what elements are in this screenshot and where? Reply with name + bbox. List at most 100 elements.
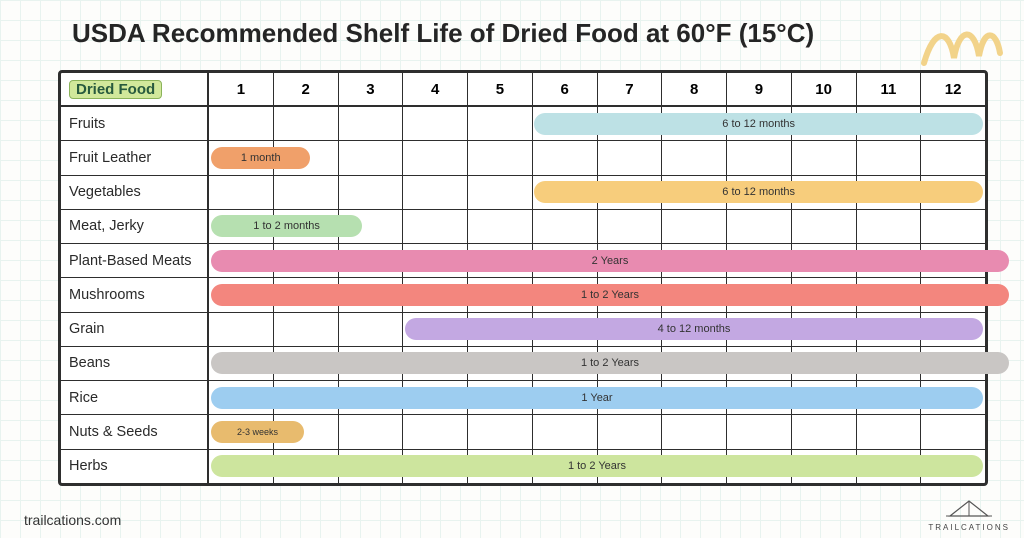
row-label: Mushrooms (61, 278, 209, 311)
cell (274, 313, 339, 346)
cell (403, 141, 468, 174)
month-header-3: 3 (339, 73, 404, 105)
footer-logo: TRAILCATIONS (928, 498, 1010, 532)
cell (921, 210, 985, 243)
month-headers: 123456789101112 (209, 73, 985, 105)
row-cells (209, 141, 985, 174)
shelf-life-bar: 1 to 2 Years (211, 352, 1009, 374)
cell (727, 141, 792, 174)
cell (662, 141, 727, 174)
header-label: Dried Food (69, 80, 162, 99)
month-header-12: 12 (921, 73, 985, 105)
month-header-6: 6 (533, 73, 598, 105)
month-header-1: 1 (209, 73, 274, 105)
row-label: Plant-Based Meats (61, 244, 209, 277)
month-header-4: 4 (403, 73, 468, 105)
tent-icon (946, 498, 992, 518)
cell (533, 141, 598, 174)
cell (662, 415, 727, 448)
cell (857, 210, 922, 243)
cell (921, 141, 985, 174)
footer-url: trailcations.com (24, 512, 121, 528)
shelf-life-chart: Dried Food 123456789101112 Fruits6 to 12… (58, 70, 988, 486)
table-row: Vegetables 6 to 12 months (61, 176, 985, 210)
month-header-10: 10 (792, 73, 857, 105)
shelf-life-bar: 4 to 12 months (405, 318, 983, 340)
table-row: Nuts & Seeds2-3 weeks (61, 415, 985, 449)
row-label: Fruits (61, 107, 209, 140)
cell (468, 141, 533, 174)
cell (468, 210, 533, 243)
row-label: Grain (61, 313, 209, 346)
cell (274, 107, 339, 140)
shelf-life-bar: 6 to 12 months (534, 113, 983, 135)
cell (727, 210, 792, 243)
cell (857, 141, 922, 174)
table-row: Plant-Based Meats2 Years (61, 244, 985, 278)
cell (403, 415, 468, 448)
table-row: Beans1 to 2 Years (61, 347, 985, 381)
cell (598, 141, 663, 174)
cell (598, 210, 663, 243)
month-header-2: 2 (274, 73, 339, 105)
cell (468, 415, 533, 448)
chart-title: USDA Recommended Shelf Life of Dried Foo… (72, 18, 814, 49)
cell (468, 107, 533, 140)
chart-body: Fruits 6 to 12 months Fruit Leather1 month… (61, 107, 985, 483)
cell (921, 415, 985, 448)
cell (403, 107, 468, 140)
cell (662, 210, 727, 243)
cell (339, 313, 404, 346)
cell (274, 176, 339, 209)
month-header-5: 5 (468, 73, 533, 105)
cell (792, 141, 857, 174)
shelf-life-bar: 2 Years (211, 250, 1009, 272)
month-header-9: 9 (727, 73, 792, 105)
cell (533, 210, 598, 243)
cell (209, 176, 274, 209)
month-header-8: 8 (662, 73, 727, 105)
shelf-life-bar: 1 Year (211, 387, 983, 409)
row-label: Rice (61, 381, 209, 414)
cell (339, 415, 404, 448)
shelf-life-bar: 1 to 2 months (211, 215, 362, 237)
table-row: Fruit Leather1 month (61, 141, 985, 175)
cell (727, 415, 792, 448)
row-label: Vegetables (61, 176, 209, 209)
cell (209, 107, 274, 140)
cell (403, 210, 468, 243)
header-label-cell: Dried Food (61, 73, 209, 105)
row-label: Meat, Jerky (61, 210, 209, 243)
table-row: Herbs1 to 2 Years (61, 450, 985, 483)
row-cells (209, 415, 985, 448)
cell (209, 313, 274, 346)
cell (339, 176, 404, 209)
shelf-life-bar: 1 to 2 Years (211, 284, 1009, 306)
month-header-7: 7 (598, 73, 663, 105)
table-row: Fruits 6 to 12 months (61, 107, 985, 141)
cell (792, 415, 857, 448)
cell (468, 176, 533, 209)
table-row: Rice1 Year (61, 381, 985, 415)
cell (339, 107, 404, 140)
cell (339, 141, 404, 174)
cell (598, 415, 663, 448)
cell (533, 415, 598, 448)
chart-header-row: Dried Food 123456789101112 (61, 73, 985, 107)
row-label: Nuts & Seeds (61, 415, 209, 448)
scribble-decoration (914, 8, 1006, 78)
month-header-11: 11 (857, 73, 922, 105)
cell (792, 210, 857, 243)
row-label: Fruit Leather (61, 141, 209, 174)
chart-table: Dried Food 123456789101112 Fruits6 to 12… (58, 70, 988, 486)
row-label: Herbs (61, 450, 209, 483)
cell (403, 176, 468, 209)
row-label: Beans (61, 347, 209, 380)
shelf-life-bar: 6 to 12 months (534, 181, 983, 203)
cell (857, 415, 922, 448)
brand-text: TRAILCATIONS (928, 523, 1010, 532)
shelf-life-bar: 1 month (211, 147, 310, 169)
table-row: Meat, Jerky1 to 2 months (61, 210, 985, 244)
shelf-life-bar: 2-3 weeks (211, 421, 304, 443)
shelf-life-bar: 1 to 2 Years (211, 455, 983, 477)
